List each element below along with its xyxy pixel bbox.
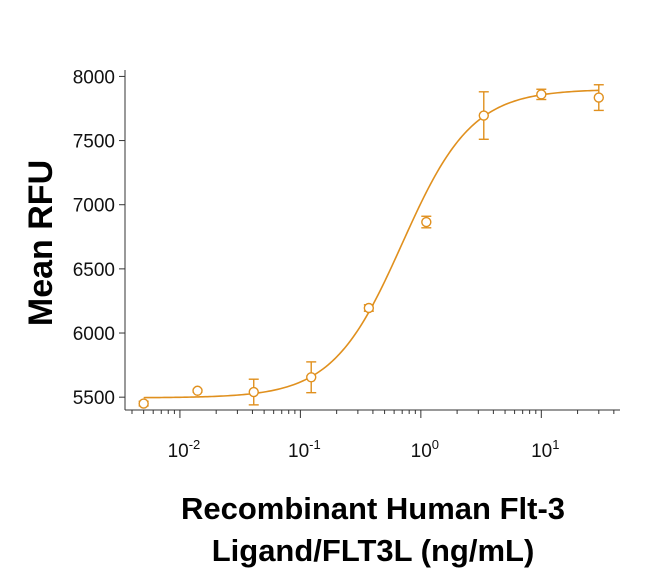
x-tick-label: 101 xyxy=(531,437,559,462)
fit-curve xyxy=(143,89,599,399)
y-axis-ticks: 5500 6000 6500 7000 7500 8000 xyxy=(73,67,125,409)
data-point-group xyxy=(192,385,203,396)
data-point xyxy=(536,89,547,100)
data-point-group xyxy=(536,88,547,101)
data-point-group xyxy=(363,302,375,314)
data-point xyxy=(593,92,604,103)
data-point xyxy=(478,110,489,121)
x-axis-label-line-1: Recombinant Human Flt-3 xyxy=(181,491,565,526)
data-point-group xyxy=(478,91,489,140)
x-axis-ticks: 10-2 10-1 100 101 xyxy=(131,410,615,462)
y-tick-label: 7000 xyxy=(73,196,115,217)
x-tick-label: 10-2 xyxy=(168,437,201,462)
fit-curve-group xyxy=(143,89,599,399)
data-point xyxy=(138,398,149,409)
data-point-group xyxy=(306,361,317,394)
y-axis-label: Mean RFU xyxy=(22,160,60,326)
x-tick-label: 100 xyxy=(411,437,439,462)
data-point xyxy=(421,216,432,228)
y-tick-label: 8000 xyxy=(73,67,115,88)
y-tick-label: 6500 xyxy=(73,260,115,281)
data-point xyxy=(248,386,259,398)
y-tick-label: 6000 xyxy=(73,324,115,345)
data-point-group xyxy=(421,215,432,229)
axes xyxy=(124,70,620,411)
data-point-group xyxy=(138,398,149,409)
x-tick-label: 10-1 xyxy=(288,437,321,462)
data-point xyxy=(363,302,375,314)
data-point xyxy=(192,385,203,396)
data-points-group xyxy=(138,84,604,409)
data-point-group xyxy=(248,378,259,406)
y-tick-label: 5500 xyxy=(73,388,115,409)
y-tick-label: 7500 xyxy=(73,132,115,153)
data-point-group xyxy=(593,84,604,112)
data-point xyxy=(306,372,317,383)
x-axis-label-line-2: Ligand/FLT3L (ng/mL) xyxy=(212,533,535,568)
